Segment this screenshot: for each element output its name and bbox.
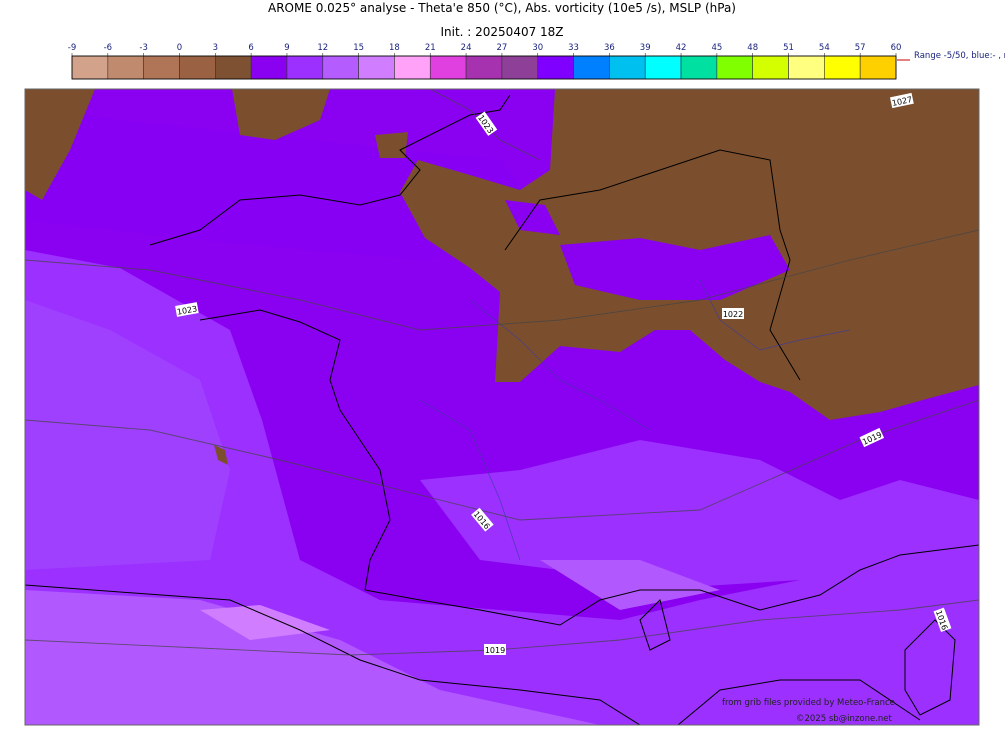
map-frame xyxy=(24,88,980,726)
credit: from grib files provided by Meteo-France xyxy=(722,698,895,708)
isobar-label-box xyxy=(859,427,885,448)
colorbar-swatch xyxy=(644,55,682,80)
colorbar-swatch xyxy=(859,55,897,80)
colorbar-tick-label: 45 xyxy=(711,43,722,53)
isobar-label-text: 1027 xyxy=(891,95,913,108)
isobar-label: 1027 xyxy=(889,92,914,109)
title: AROME 0.025° analyse - Theta'e 850 (°C),… xyxy=(268,1,736,15)
theta-zone xyxy=(25,590,600,725)
colorbar-swatch xyxy=(322,55,359,80)
isobar-label-box xyxy=(471,507,494,532)
colorbar-tick-label: 48 xyxy=(747,43,758,53)
colorbar: -9 -6 -3 0 3 6 9 12 15 18 21 24 27 30 33 36 39 42 45 48 51 54… xyxy=(68,43,902,80)
credit: ©2025 sb@inzone.net xyxy=(796,714,893,724)
colorbar-swatch xyxy=(179,55,216,80)
colorbar-tick-label: 6 xyxy=(248,43,253,53)
isobar-label-box xyxy=(933,607,952,633)
cold-zone xyxy=(232,89,330,140)
theta-zone xyxy=(25,300,230,570)
colorbar-swatch xyxy=(573,55,610,80)
colorbar-tick-label: 30 xyxy=(532,43,543,53)
colorbar-tick-label: -3 xyxy=(139,43,147,53)
colorbar-swatch xyxy=(609,55,646,80)
colorbar-swatch xyxy=(537,55,574,80)
colorbar-swatch xyxy=(107,55,144,80)
isobar-label-text: 1022 xyxy=(723,310,743,319)
colorbar-swatch xyxy=(250,55,288,80)
coastlines xyxy=(25,94,979,725)
colorbar-tick-label: 24 xyxy=(461,43,472,53)
subtitle: Init. : 20250407 18Z xyxy=(440,25,563,39)
colorbar-swatch xyxy=(215,55,252,80)
colorbar-swatch xyxy=(716,55,753,80)
colorbar-tick-label: 15 xyxy=(353,43,364,53)
cold-zone xyxy=(25,89,95,200)
colorbar-tick-label: -6 xyxy=(104,43,112,53)
colorbar-swatch xyxy=(752,55,789,80)
colorbar-tick-label: 42 xyxy=(676,43,687,53)
range-note: Range -5/50, blue:- , r xyxy=(914,51,1005,61)
colorbar-frame xyxy=(71,55,897,80)
theta-zone xyxy=(505,200,560,235)
theta-zone xyxy=(560,235,790,300)
colorbar-tick-label: 0 xyxy=(177,43,182,53)
colorbar-swatch xyxy=(286,55,324,80)
colorbar-tick-label: 57 xyxy=(855,43,866,53)
colorbar-tick-label: 54 xyxy=(819,43,830,53)
isobar-label-box xyxy=(889,92,914,109)
theta-zone xyxy=(200,605,330,640)
isobar-label-text: 1023 xyxy=(176,304,198,316)
isobar-label: 1019 xyxy=(484,644,506,655)
colorbar-tick-label: 12 xyxy=(317,43,328,53)
colorbar-swatch xyxy=(788,55,825,80)
isobar-label: 1022 xyxy=(722,308,744,319)
colorbar-tick-label: 18 xyxy=(389,43,400,53)
colorbar-swatch xyxy=(680,55,718,80)
colorbar-tick-label: 60 xyxy=(891,43,902,53)
colorbar-swatch xyxy=(429,55,467,80)
colorbar-swatch xyxy=(71,55,109,80)
colorbar-tick-label: 51 xyxy=(783,43,794,53)
colorbar-swatch xyxy=(501,55,539,80)
colorbar-tick-label: 33 xyxy=(568,43,579,53)
cold-zone xyxy=(375,132,408,158)
cold-zone xyxy=(214,445,228,465)
rivers xyxy=(419,279,851,561)
colorbar-tick-label: 27 xyxy=(496,43,507,53)
isobar-label-box xyxy=(484,644,506,655)
colorbar-swatch xyxy=(824,55,861,80)
colorbar-swatch xyxy=(465,55,503,80)
theta-zone xyxy=(420,440,979,590)
isobar-label-text: 1019 xyxy=(485,646,505,655)
colorbar-tick-label: 39 xyxy=(640,43,651,53)
colorbar-tick-label: 3 xyxy=(213,43,218,53)
isobar-label: 1023 xyxy=(175,302,199,317)
colorbar-swatch xyxy=(358,55,395,80)
isobar-label-box xyxy=(722,308,744,319)
isobar-label-box xyxy=(175,302,199,317)
colorbar-swatch xyxy=(143,55,180,80)
colorbar-tick-label: 9 xyxy=(284,43,289,53)
theta-zone xyxy=(540,560,720,610)
colorbar-tick-label: 36 xyxy=(604,43,615,53)
colorbar-tick-label: 21 xyxy=(425,43,436,53)
isobar-label-box xyxy=(475,111,498,136)
colorbar-tick-label: -9 xyxy=(68,43,76,53)
colorbar-swatch xyxy=(394,55,431,80)
